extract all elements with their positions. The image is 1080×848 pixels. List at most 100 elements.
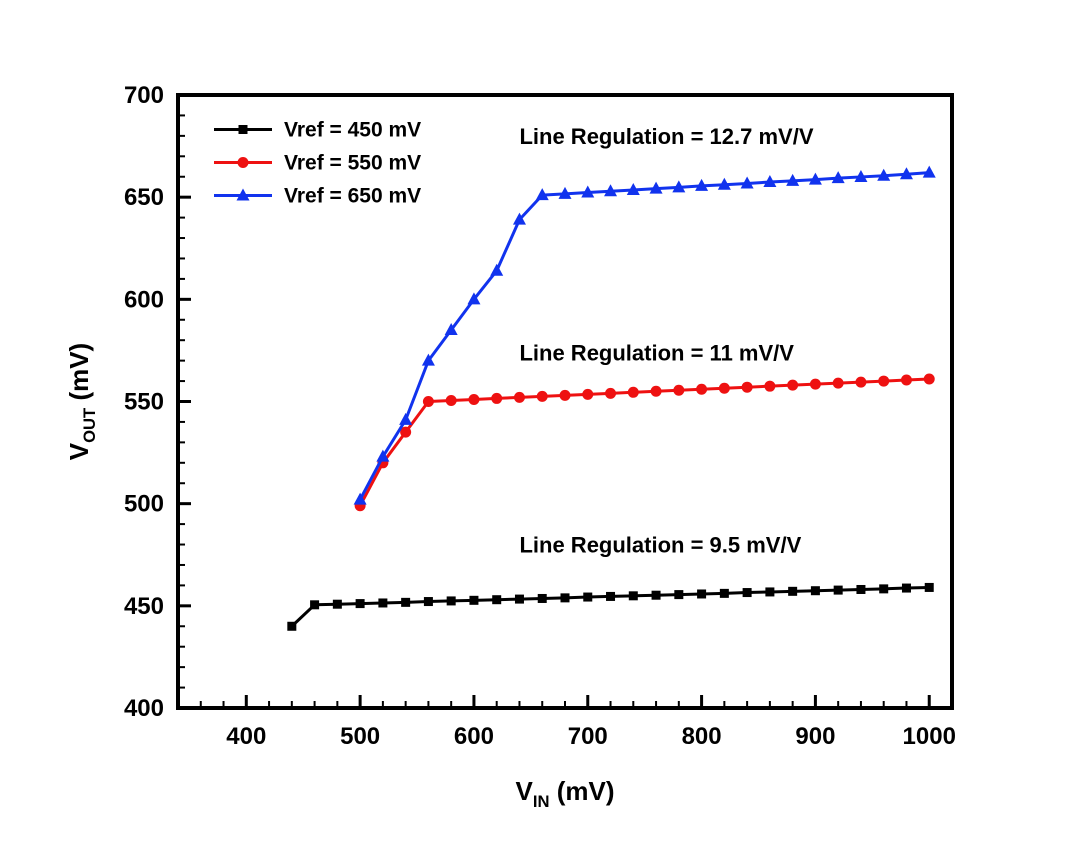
triangle-marker-icon: [649, 181, 663, 194]
square-marker-icon: [606, 591, 616, 601]
triangle-marker-icon: [353, 492, 367, 505]
triangle-marker-icon: [558, 186, 572, 199]
triangle-marker-icon: [899, 167, 913, 180]
square-marker-icon: [238, 125, 248, 134]
square-marker-icon: [742, 588, 752, 598]
legend: Vref = 450 mV Vref = 550 mV Vref = 650 mV: [214, 119, 421, 208]
square-marker-icon: [492, 595, 502, 605]
y-tick-label: 600: [124, 286, 164, 313]
circle-marker-icon: [673, 384, 685, 396]
legend-label: Vref = 650 mV: [284, 185, 421, 208]
circle-marker-icon: [787, 379, 799, 391]
square-marker-icon: [674, 590, 684, 600]
series-0: [287, 582, 934, 631]
circle-marker-icon: [468, 393, 480, 405]
x-tick-label: 700: [568, 723, 608, 750]
x-tick-label: 800: [682, 723, 722, 750]
circle-marker-icon: [878, 375, 890, 387]
annotations: Line Regulation = 12.7 mV/V Line Regulati…: [519, 124, 813, 558]
triangle-marker-icon: [740, 176, 754, 189]
square-marker-icon: [423, 597, 433, 607]
x-axis-title: VIN (mV): [516, 776, 615, 811]
square-marker-icon: [788, 586, 798, 596]
triangle-marker-icon: [808, 172, 822, 185]
square-marker-icon: [514, 594, 524, 604]
circle-marker-icon: [627, 386, 639, 398]
circle-marker-icon: [445, 394, 457, 406]
circle-marker-icon: [832, 377, 844, 389]
y-tick-label: 500: [124, 491, 164, 518]
circle-marker-icon: [900, 374, 912, 386]
square-marker-icon: [560, 593, 570, 603]
square-marker-icon: [765, 587, 775, 597]
series-2-line: [358, 171, 930, 501]
y-tick-label: 700: [124, 82, 164, 109]
square-marker-icon: [332, 599, 342, 609]
triangle-marker-icon: [376, 449, 390, 462]
triangle-marker-icon: [581, 185, 595, 198]
square-marker-icon: [924, 582, 934, 592]
square-marker-icon: [833, 585, 843, 595]
square-marker-icon: [401, 597, 411, 607]
circle-marker-icon: [582, 388, 594, 400]
circle-marker-icon: [536, 390, 548, 402]
x-tick-label: 600: [454, 723, 494, 750]
circle-marker-icon: [923, 373, 935, 385]
triangle-marker-icon: [695, 178, 709, 191]
circle-marker-icon: [491, 392, 503, 404]
triangle-marker-icon: [877, 168, 891, 181]
triangle-marker-icon: [236, 188, 250, 201]
legend-label: Vref = 450 mV: [284, 119, 421, 142]
series-1: [354, 373, 935, 512]
square-marker-icon: [856, 584, 866, 594]
circle-marker-icon: [741, 381, 753, 393]
square-marker-icon: [378, 598, 388, 608]
annotation-0: Line Regulation = 12.7 mV/V: [519, 124, 813, 149]
square-marker-icon: [628, 591, 638, 601]
circle-marker-icon: [400, 426, 412, 438]
y-tick-label: 400: [124, 695, 164, 722]
square-marker-icon: [583, 592, 593, 602]
legend-label: Vref = 550 mV: [284, 152, 421, 175]
square-marker-icon: [355, 599, 365, 609]
square-marker-icon: [310, 600, 320, 610]
circle-marker-icon: [605, 387, 617, 399]
circle-marker-icon: [559, 389, 571, 401]
square-marker-icon: [446, 596, 456, 606]
square-marker-icon: [879, 584, 889, 594]
y-tick-label: 450: [124, 593, 164, 620]
triangle-marker-icon: [922, 165, 936, 178]
square-marker-icon: [901, 583, 911, 593]
circle-marker-icon: [718, 382, 730, 394]
series-2: [353, 165, 936, 505]
y-tick-labels: 400 450 500 550 600 650 700: [124, 82, 164, 722]
triangle-marker-icon: [604, 184, 618, 197]
x-tick-label: 500: [340, 723, 380, 750]
circle-marker-icon: [237, 157, 249, 168]
triangle-marker-icon: [490, 263, 504, 276]
triangle-marker-icon: [467, 292, 481, 305]
circle-marker-icon: [855, 376, 867, 388]
triangle-marker-icon: [831, 171, 845, 184]
circle-marker-icon: [764, 380, 776, 392]
legend-item-1: Vref = 550 mV: [214, 152, 421, 175]
circle-marker-icon: [650, 385, 662, 397]
triangle-marker-icon: [763, 175, 777, 188]
x-tick-labels: 400 500 600 700 800 900 1000: [226, 723, 956, 750]
square-marker-icon: [537, 593, 547, 603]
annotation-1: Line Regulation = 11 mV/V: [519, 341, 794, 366]
y-axis-title: VOUT (mV): [64, 343, 99, 460]
y-tick-label: 650: [124, 184, 164, 211]
circle-marker-icon: [696, 383, 708, 395]
circle-marker-icon: [513, 391, 525, 403]
square-marker-icon: [719, 588, 729, 598]
y-tick-label: 550: [124, 389, 164, 416]
x-tick-label: 900: [795, 723, 835, 750]
triangle-marker-icon: [626, 183, 640, 196]
circle-marker-icon: [422, 396, 434, 407]
triangle-marker-icon: [717, 177, 731, 190]
annotation-2: Line Regulation = 9.5 mV/V: [519, 533, 801, 558]
legend-item-2: Vref = 650 mV: [214, 185, 421, 208]
triangle-marker-icon: [512, 212, 526, 225]
